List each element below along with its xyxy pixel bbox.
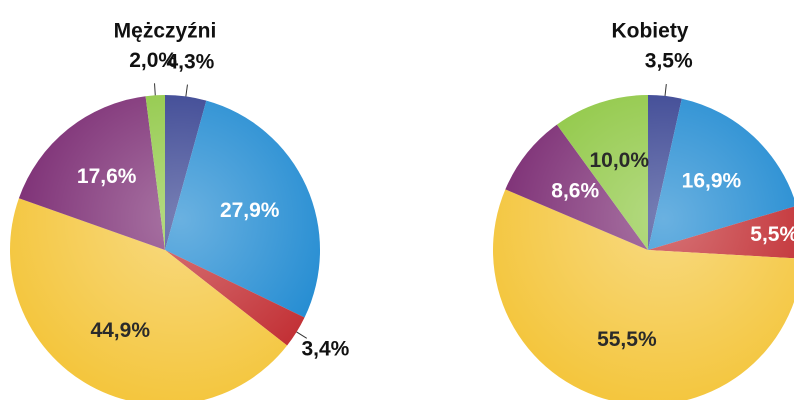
chart-title: Kobiety: [611, 20, 688, 43]
data-label: 3,5%: [645, 50, 693, 73]
data-label: 17,6%: [77, 165, 137, 188]
leader-line: [154, 83, 156, 96]
data-label: 3,4%: [301, 337, 349, 360]
chart-title: Mężczyźni: [114, 20, 217, 43]
leader-line: [185, 84, 188, 97]
data-label: 55,5%: [597, 328, 657, 351]
data-label: 2,0%: [129, 49, 177, 72]
data-label: 44,9%: [90, 319, 150, 342]
leader-line: [664, 83, 667, 96]
data-label: 5,5%: [750, 223, 794, 246]
data-label: 4,3%: [166, 50, 214, 73]
data-label: 27,9%: [220, 199, 280, 222]
data-label: 10,0%: [589, 149, 649, 172]
data-label: 8,6%: [551, 180, 599, 203]
data-label: 16,9%: [682, 170, 742, 193]
